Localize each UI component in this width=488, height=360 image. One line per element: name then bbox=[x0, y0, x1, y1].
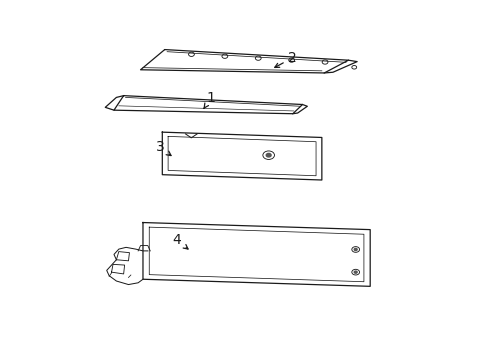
Text: 3: 3 bbox=[155, 140, 171, 156]
Text: 1: 1 bbox=[203, 91, 215, 108]
Circle shape bbox=[353, 248, 356, 251]
Text: 4: 4 bbox=[172, 233, 188, 249]
Circle shape bbox=[265, 153, 270, 157]
Text: 2: 2 bbox=[274, 51, 297, 67]
Circle shape bbox=[353, 271, 356, 273]
